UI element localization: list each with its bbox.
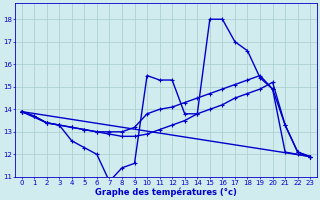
X-axis label: Graphe des températures (°c): Graphe des températures (°c) [95, 187, 237, 197]
